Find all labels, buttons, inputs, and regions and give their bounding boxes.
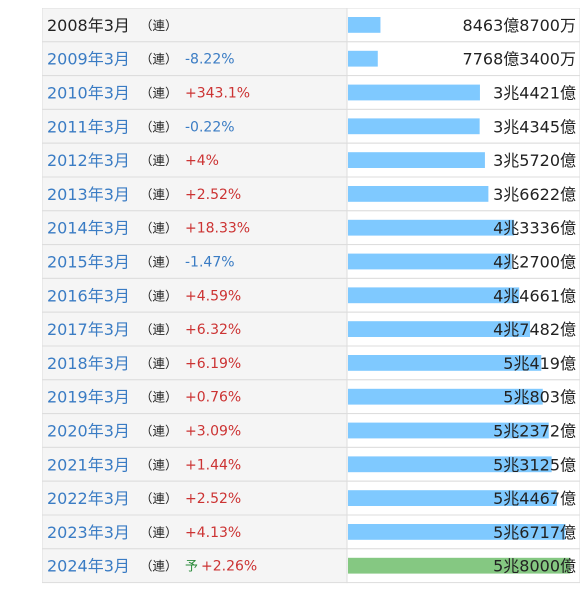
change-percent: +0.76% [185,390,241,406]
year-label[interactable]: 2022年3月 [47,489,130,508]
change-percent: +2.52% [185,491,241,507]
year-label[interactable]: 2012年3月 [47,151,130,170]
value-bar [348,287,520,304]
year-label[interactable]: 2024年3月 [47,557,130,576]
change-percent: +6.32% [185,322,241,338]
change-percent: +1.44% [185,457,241,473]
change-percent: -8.22% [185,52,235,68]
value-bar [348,321,531,337]
forecast-marker: 予 [185,560,198,575]
year-label[interactable]: 2019年3月 [47,388,130,407]
year-label[interactable]: 2020年3月 [47,422,130,441]
change-percent: -0.22% [185,119,235,135]
year-label[interactable]: 2018年3月 [47,354,130,373]
year-label[interactable]: 2009年3月 [47,50,130,69]
consolidated-tag: （連） [140,18,178,33]
bar-cell [346,8,580,43]
consolidated-tag: （連） [140,288,178,303]
value-bar [348,524,566,540]
year-label[interactable]: 2015年3月 [47,253,130,272]
value-label: 8463億8700万 [463,16,576,35]
value-bar [348,118,480,135]
value-bar [348,219,515,236]
value-bar [348,84,480,101]
year-label[interactable]: 2011年3月 [47,117,130,136]
consolidated-tag: （連） [140,153,178,168]
value-bar [348,186,489,202]
change-percent: +4% [185,153,219,169]
value-label: 5兆419億 [503,354,576,373]
label-cell [42,108,348,144]
value-label: 3兆6622億 [493,185,576,204]
value-bar [348,253,512,270]
value-bar [348,17,381,33]
consolidated-tag: （連） [140,119,178,134]
change-percent: +6.19% [185,356,241,372]
year-label[interactable]: 2021年3月 [47,455,130,474]
label-cell [42,345,348,381]
change-percent: +2.52% [185,187,241,203]
consolidated-tag: （連） [140,187,178,202]
consolidated-tag: （連） [140,52,178,67]
value-bar [348,152,485,168]
bar-cell [346,41,580,77]
consolidated-tag: （連） [140,255,178,270]
consolidated-tag: （連） [140,559,178,574]
consolidated-tag: （連） [140,525,178,540]
change-percent: +3.09% [185,424,241,440]
value-label: 4兆2700億 [493,253,576,272]
value-label: 5兆6717億 [493,523,576,542]
consolidated-tag: （連） [140,86,178,101]
value-bar [348,490,557,506]
consolidated-tag: （連） [140,424,178,439]
revenue-bar-table: 2008年3月 （連） 8463億8700万 2009年3月 （連） -8.22% 7768… [42,8,580,584]
label-cell [42,142,348,178]
year-label[interactable]: 2014年3月 [47,219,130,238]
change-percent: +4.59% [185,288,241,304]
consolidated-tag: （連） [140,491,178,506]
value-label: 5兆2372億 [493,422,576,441]
value-label: 4兆3336億 [493,219,576,238]
change-percent: +343.1% [185,86,250,102]
year-label[interactable]: 2023年3月 [47,523,130,542]
change-percent: +4.13% [185,525,241,541]
value-label: 3兆4421億 [493,84,576,103]
value-label: 5兆4467億 [493,489,576,508]
value-bar [348,456,552,473]
label-cell [42,446,348,482]
year-label[interactable]: 2013年3月 [47,185,130,204]
label-cell [42,176,348,212]
consolidated-tag: （連） [140,322,178,337]
change-percent: -1.47% [185,255,235,271]
label-cell [42,514,348,550]
value-label: 7768億3400万 [463,50,576,69]
value-label: 4兆7482億 [493,320,576,339]
consolidated-tag: （連） [140,221,178,236]
change-percent: +2.26% [201,559,257,575]
change-percent: +18.33% [185,221,250,237]
value-bar [348,388,543,405]
value-bar [348,50,378,67]
label-cell [42,413,348,448]
value-label: 5兆8000億 [493,557,576,576]
value-label: 5兆3125億 [493,455,576,474]
value-label: 4兆4661億 [493,286,576,305]
consolidated-tag: （連） [140,390,178,405]
year-label[interactable]: 2017年3月 [47,320,130,339]
consolidated-tag: （連） [140,356,178,371]
label-cell [42,480,348,516]
value-bar [348,422,549,439]
year-label[interactable]: 2016年3月 [47,286,130,305]
value-label: 5兆803億 [503,388,576,407]
label-cell [42,277,348,313]
consolidated-tag: （連） [140,457,178,472]
value-bar [348,355,542,371]
value-label: 3兆4345億 [493,117,576,136]
label-cell [42,244,348,279]
year-label: 2008年3月 [47,16,130,35]
label-cell [42,75,348,110]
year-label[interactable]: 2010年3月 [47,84,130,103]
value-bar [348,557,571,574]
value-label: 3兆5720億 [493,151,576,170]
